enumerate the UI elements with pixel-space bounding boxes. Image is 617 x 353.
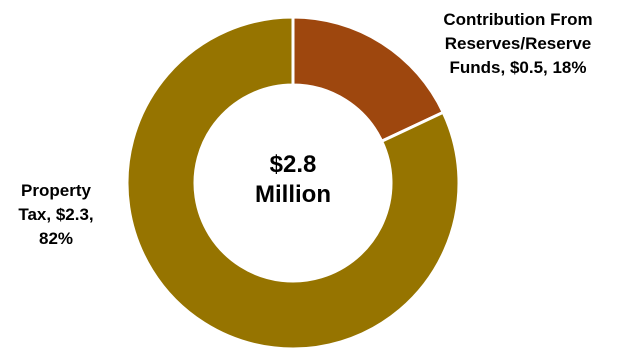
center-total-unit: Million [255,181,331,208]
donut-center-total: $2.8 Million [238,150,348,210]
donut-slices [125,15,461,351]
center-total-amount: $2.8 [269,151,317,178]
data-label-reserves: Contribution From Reserves/Reserve Funds… [422,8,614,80]
data-label-property-tax-line-3: 82% [38,229,74,248]
data-label-property-tax-line-2: Tax, $2.3, [18,205,94,224]
data-label-property-tax-line-1: Property [21,181,91,200]
data-label-reserves-line-2: Reserves/Reserve [444,34,592,53]
data-label-reserves-line-1: Contribution From [443,10,593,29]
donut-slice-property-tax [125,15,461,351]
data-label-reserves-line-3: Funds, $0.5, 18% [449,58,587,77]
data-label-property-tax: Property Tax, $2.3, 82% [4,179,108,251]
